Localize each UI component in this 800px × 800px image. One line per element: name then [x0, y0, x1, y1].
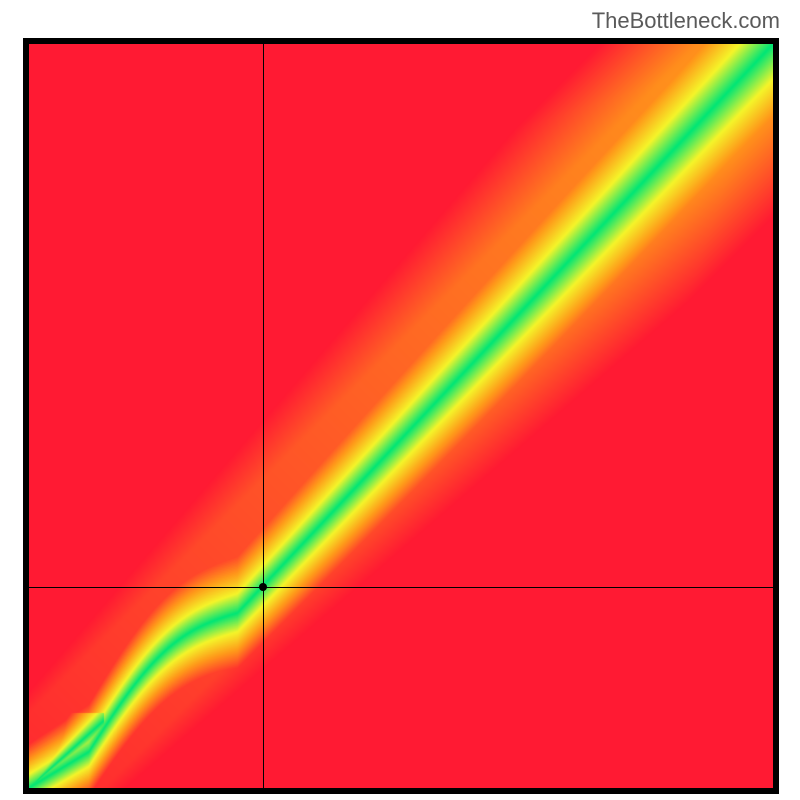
watermark-text: TheBottleneck.com — [592, 8, 780, 34]
chart-container: TheBottleneck.com — [0, 0, 800, 800]
heatmap-canvas — [29, 44, 773, 788]
crosshair-horizontal — [29, 587, 773, 588]
crosshair-vertical — [263, 44, 264, 788]
crosshair-point — [259, 583, 267, 591]
heatmap-frame — [23, 38, 779, 794]
